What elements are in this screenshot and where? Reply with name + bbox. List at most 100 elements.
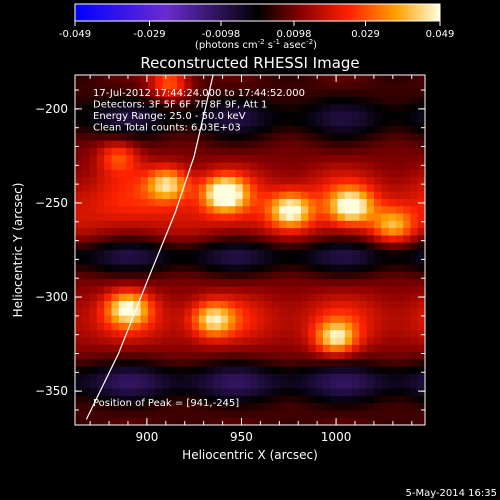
colorbar-ticks: -0.049 -0.029 -0.0098 0.0098 0.029 0.049 xyxy=(59,21,454,40)
heatmap-cell xyxy=(133,140,142,149)
heatmap-cell xyxy=(388,373,397,382)
heatmap-cell xyxy=(184,228,193,236)
heatmap-cell xyxy=(191,264,200,273)
heatmap-cell xyxy=(104,279,112,287)
heatmap-cell xyxy=(388,366,397,375)
heatmap-cell xyxy=(191,271,200,280)
heatmap-cell xyxy=(286,286,295,295)
heatmap-cell xyxy=(155,322,163,331)
heatmap-cell xyxy=(293,126,302,134)
heatmap-cell xyxy=(155,184,163,193)
heatmap-cell xyxy=(96,177,105,185)
heatmap-cell xyxy=(169,235,178,244)
heatmap-cell xyxy=(96,417,105,425)
heatmap-cell xyxy=(366,198,375,207)
heatmap-cell xyxy=(82,250,90,258)
heatmap-cell xyxy=(301,169,309,178)
heatmap-cell xyxy=(140,104,149,112)
heatmap-cell xyxy=(330,169,338,178)
heatmap-cell xyxy=(308,177,317,185)
heatmap-cell xyxy=(96,301,105,309)
heatmap-cell xyxy=(235,359,244,368)
heatmap-cell xyxy=(104,286,112,295)
heatmap-cell xyxy=(220,308,229,317)
heatmap-cell xyxy=(308,410,317,419)
heatmap-cell xyxy=(228,228,236,236)
heatmap-cell xyxy=(162,89,171,98)
heatmap-cell xyxy=(82,308,90,317)
heatmap-cell xyxy=(410,271,419,280)
heatmap-cell xyxy=(322,359,331,368)
heatmap-cell xyxy=(359,198,368,207)
heatmap-cell xyxy=(279,104,287,112)
heatmap-cell xyxy=(337,228,346,236)
heatmap-cell xyxy=(293,191,302,200)
heatmap-cell xyxy=(308,162,317,171)
heatmap-cell xyxy=(257,395,265,404)
heatmap-cell xyxy=(410,89,419,98)
heatmap-cell xyxy=(293,403,302,411)
heatmap-cell xyxy=(286,235,295,244)
heatmap-cell xyxy=(213,82,222,90)
heatmap-cell xyxy=(395,242,404,251)
heatmap-cell xyxy=(126,271,134,280)
heatmap-cell xyxy=(184,220,193,229)
heatmap-cell xyxy=(133,213,142,222)
heatmap-cell xyxy=(344,96,353,105)
heatmap-cell xyxy=(104,140,112,149)
heatmap-cell xyxy=(89,352,98,360)
heatmap-cell xyxy=(366,140,375,149)
heatmap-cell xyxy=(198,301,207,309)
heatmap-cell xyxy=(206,279,214,287)
heatmap-cell xyxy=(410,344,419,353)
heatmap-cell xyxy=(395,388,404,397)
heatmap-cell xyxy=(301,301,309,309)
heatmap-cell xyxy=(337,133,346,142)
heatmap-cell xyxy=(330,279,338,287)
heatmap-cell xyxy=(75,410,83,419)
heatmap-cell xyxy=(322,82,331,90)
heatmap-cell xyxy=(111,403,120,411)
heatmap-cell xyxy=(388,191,397,200)
heatmap-cell xyxy=(213,213,222,222)
heatmap-cell xyxy=(417,410,425,419)
heatmap-cell xyxy=(301,315,309,324)
heatmap-cell xyxy=(308,235,317,244)
heatmap-cell xyxy=(257,96,265,105)
heatmap-cell xyxy=(155,82,163,90)
heatmap-cell xyxy=(286,104,295,112)
heatmap-cell xyxy=(337,410,346,419)
heatmap-cell xyxy=(381,395,389,404)
heatmap-cell xyxy=(126,104,134,112)
heatmap-cell xyxy=(250,293,258,302)
heatmap-cell xyxy=(89,133,98,142)
heatmap-cell xyxy=(206,337,214,346)
heatmap-cell xyxy=(381,111,389,120)
heatmap-cell xyxy=(75,373,83,382)
heatmap-cell xyxy=(264,264,273,273)
heatmap-cell xyxy=(191,96,200,105)
heatmap-cell xyxy=(330,206,338,214)
heatmap-cell xyxy=(206,250,214,258)
heatmap-cell xyxy=(75,286,83,295)
heatmap-cell xyxy=(89,271,98,280)
heatmap-cell xyxy=(104,235,112,244)
heatmap-cell xyxy=(286,417,295,425)
heatmap-cell xyxy=(250,417,258,425)
heatmap-cell xyxy=(388,89,397,98)
heatmap-cell xyxy=(417,271,425,280)
heatmap-cell xyxy=(417,111,425,120)
heatmap-cell xyxy=(140,410,149,419)
heatmap-cell xyxy=(308,417,317,425)
heatmap-cell xyxy=(344,308,353,317)
heatmap-cell xyxy=(228,395,236,404)
heatmap-cell xyxy=(264,373,273,382)
heatmap-cell xyxy=(395,155,404,163)
heatmap-cell xyxy=(111,366,120,375)
heatmap-cell xyxy=(191,184,200,193)
heatmap-cell xyxy=(403,104,411,112)
heatmap-cell xyxy=(140,388,149,397)
heatmap-cell xyxy=(242,118,251,127)
heatmap-cell xyxy=(169,293,178,302)
heatmap-cell xyxy=(388,381,397,389)
